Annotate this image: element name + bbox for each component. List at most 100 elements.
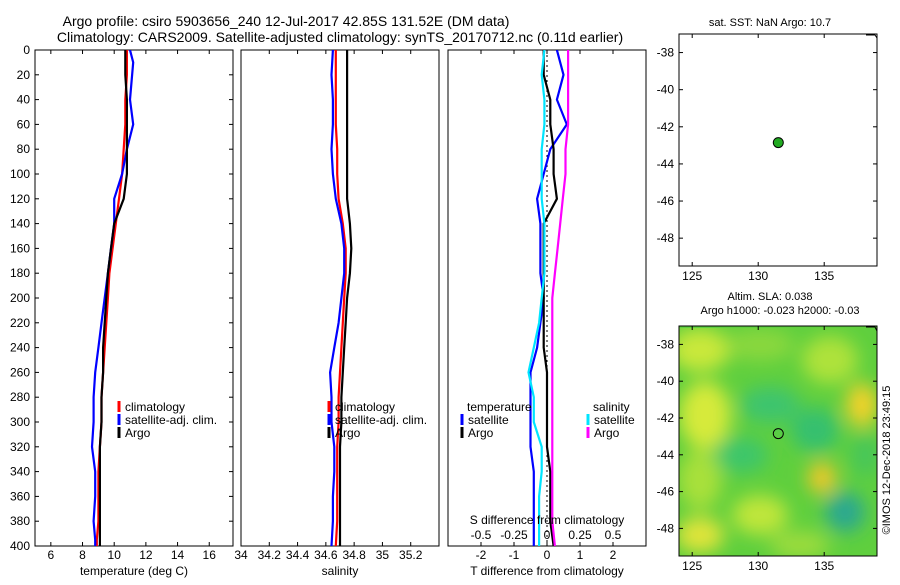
temperature-axes-frame — [34, 49, 234, 547]
depth-tick-label: 340 — [10, 465, 30, 479]
lat-tick-label: -38 — [657, 46, 675, 60]
legend-label-satellite: satellite-adj. clim. — [335, 413, 427, 427]
x-tick-label: 34 — [234, 548, 248, 562]
coastline — [866, 34, 878, 39]
depth-tick-label: 260 — [10, 365, 30, 379]
lat-tick-label: -48 — [657, 521, 675, 535]
lat-tick-label: -42 — [657, 120, 675, 134]
lat-tick-label: -46 — [657, 485, 675, 499]
depth-tick-label: 100 — [10, 167, 30, 181]
sst-lon-ticks: 125 130 135 — [682, 34, 835, 283]
x-tick-label: 34.6 — [314, 548, 338, 562]
sla-heatmap — [679, 326, 877, 556]
figure-title-line2: Climatology: CARS2009. Satellite-adjuste… — [57, 29, 623, 45]
series-line-satellite-adj-clim- — [90, 50, 135, 546]
depth-tick-label: 360 — [10, 489, 30, 503]
x-tick-label: 10 — [108, 548, 122, 562]
depth-tick-label: 60 — [17, 117, 31, 131]
sst-lat-ticks: -38 -40 -42 -44 -46 -48 — [657, 46, 877, 245]
sla-map-title-line2: Argo h1000: -0.023 h2000: -0.03 — [700, 305, 859, 317]
sla-map-frame — [678, 325, 878, 557]
series-line-argo — [338, 50, 353, 546]
salinity-panel: 34 34.2 34.4 34.6 34.8 35 35.2 climatology sat… — [234, 49, 440, 578]
depth-tick-label: 300 — [10, 415, 30, 429]
sst-map-panel: sat. SST: NaN Argo: 10.7 -38 -40 -42 -44 -46… — [657, 17, 878, 283]
x-tick-label: 16 — [203, 548, 217, 562]
salinity-lines — [329, 50, 353, 546]
x-tick-label: -2 — [476, 548, 487, 562]
t-difference-x-label: T difference from climatology — [470, 564, 624, 578]
depth-tick-label: 80 — [17, 142, 31, 156]
lat-tick-label: -40 — [657, 374, 675, 388]
legend-label-t-satellite: satellite — [468, 413, 509, 427]
sla-map-panel: Altim. SLA: 0.038 Argo h1000: -0.023 h20… — [657, 291, 878, 573]
legend-label-argo: Argo — [335, 426, 361, 440]
sst-map-frame — [678, 33, 878, 267]
depth-tick-label: 400 — [10, 539, 30, 553]
series-line-climatology — [95, 50, 129, 546]
legend-label-t-argo: Argo — [468, 426, 494, 440]
temperature-legend: climatology satellite-adj. clim. Argo — [117, 400, 217, 440]
t-difference-x-ticks: -2 -1 0 1 2 — [476, 50, 617, 562]
argo-location-marker — [772, 428, 784, 440]
depth-tick-label: 380 — [10, 514, 30, 528]
depth-tick-label: 140 — [10, 217, 30, 231]
lon-tick-label: 130 — [748, 269, 768, 283]
depth-tick-label: 0 — [23, 43, 30, 57]
legend-label-s-argo: Argo — [594, 426, 620, 440]
s-diff-tick-label: 0.5 — [605, 528, 622, 542]
figure-title-line1: Argo profile: csiro 5903656_240 12-Jul-2… — [63, 13, 510, 29]
lon-tick-label: 135 — [814, 269, 834, 283]
salinity-x-ticks: 34 34.2 34.4 34.6 34.8 35 35.2 — [234, 50, 423, 562]
coastline — [866, 326, 878, 332]
legend-title-temperature: temperature — [467, 400, 532, 414]
x-tick-label: 0 — [544, 548, 551, 562]
salinity-legend: climatology satellite-adj. clim. Argo — [327, 400, 427, 440]
legend-label-climatology: climatology — [125, 400, 185, 414]
legend-label-satellite: satellite-adj. clim. — [125, 413, 217, 427]
x-tick-label: 35 — [376, 548, 390, 562]
temperature-x-ticks: 6 8 10 12 14 16 — [47, 50, 216, 562]
difference-axes-frame — [447, 49, 647, 547]
x-tick-label: 2 — [610, 548, 617, 562]
depth-tick-label: 120 — [10, 192, 30, 206]
s-difference-x-ticks: -0.5 -0.25 0 0.25 0.5 — [471, 528, 622, 542]
sla-lat-ticks: -38 -40 -42 -44 -46 -48 — [657, 337, 877, 535]
difference-legend: temperature satellite Argo salinity sate… — [460, 400, 635, 440]
credit-stamp: ©IMOS 12-Dec-2018 23:49:15 — [881, 386, 893, 535]
series-line-s-argo — [551, 50, 570, 546]
depth-tick-label: 20 — [17, 68, 31, 82]
x-tick-label: 14 — [171, 548, 185, 562]
legend-label-argo: Argo — [125, 426, 151, 440]
lat-tick-label: -38 — [657, 337, 675, 351]
sla-lon-ticks: 125 130 135 — [682, 326, 835, 573]
x-tick-label: 34.4 — [286, 548, 310, 562]
lat-tick-label: -40 — [657, 83, 675, 97]
depth-tick-label: 200 — [10, 291, 30, 305]
temperature-x-label: temperature (deg C) — [80, 564, 188, 578]
x-tick-label: 8 — [79, 548, 86, 562]
x-tick-label: 34.8 — [342, 548, 366, 562]
x-tick-label: -1 — [509, 548, 520, 562]
lat-tick-label: -48 — [657, 231, 675, 245]
difference-lines — [527, 50, 570, 546]
lat-tick-label: -46 — [657, 194, 675, 208]
depth-tick-label: 180 — [10, 266, 30, 280]
temperature-panel: 0204060801001201401601802002202402602803… — [10, 43, 646, 578]
series-line-t-argo — [542, 50, 559, 546]
lat-tick-label: -42 — [657, 411, 675, 425]
lat-tick-label: -44 — [657, 448, 675, 462]
s-difference-x-label: S difference from climatology — [470, 513, 625, 527]
lon-tick-label: 125 — [682, 269, 702, 283]
series-line-satellite-adj-clim- — [329, 50, 346, 546]
x-tick-label: 1 — [577, 548, 584, 562]
s-diff-tick-label: -0.25 — [500, 528, 528, 542]
depth-tick-label: 220 — [10, 316, 30, 330]
depth-tick-label: 240 — [10, 341, 30, 355]
series-line-s-satellite — [527, 50, 546, 546]
lat-tick-label: -44 — [657, 157, 675, 171]
depth-tick-label: 40 — [17, 93, 31, 107]
depth-tick-label: 320 — [10, 440, 30, 454]
x-tick-label: 34.2 — [258, 548, 282, 562]
